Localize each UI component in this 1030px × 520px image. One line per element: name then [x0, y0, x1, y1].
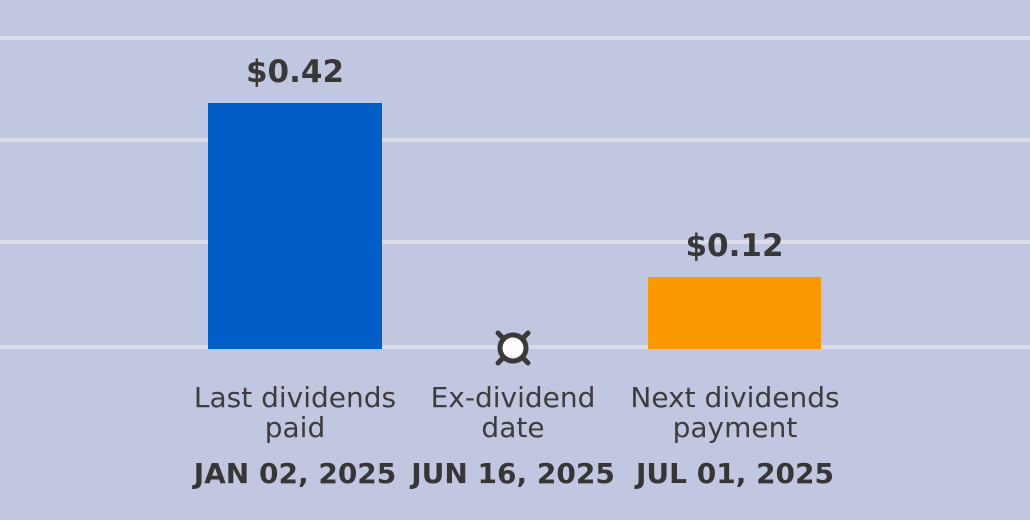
value-label-last-dividends: $0.42 [245, 54, 345, 90]
date-label-last-dividends-paid: JAN 02, 2025 [193, 457, 397, 490]
bar-last-dividends-paid [208, 103, 382, 349]
crossed-circle-icon [495, 330, 531, 366]
bar-next-dividends-payment [648, 277, 821, 349]
date-label-next-dividends-payment: JUL 01, 2025 [635, 457, 835, 490]
value-label-next-dividends: $0.12 [685, 228, 784, 264]
ex-dividend-marker [490, 325, 536, 371]
gridline [0, 36, 1030, 40]
date-label-ex-dividend-date: JUN 16, 2025 [411, 457, 615, 490]
category-label-next-dividends-payment: Next dividends payment [630, 381, 840, 444]
gridline [0, 240, 1030, 244]
gridline [0, 138, 1030, 142]
category-label-last-dividends-paid: Last dividends paid [193, 381, 397, 444]
category-label-ex-dividend-date: Ex-dividend date [430, 381, 596, 444]
